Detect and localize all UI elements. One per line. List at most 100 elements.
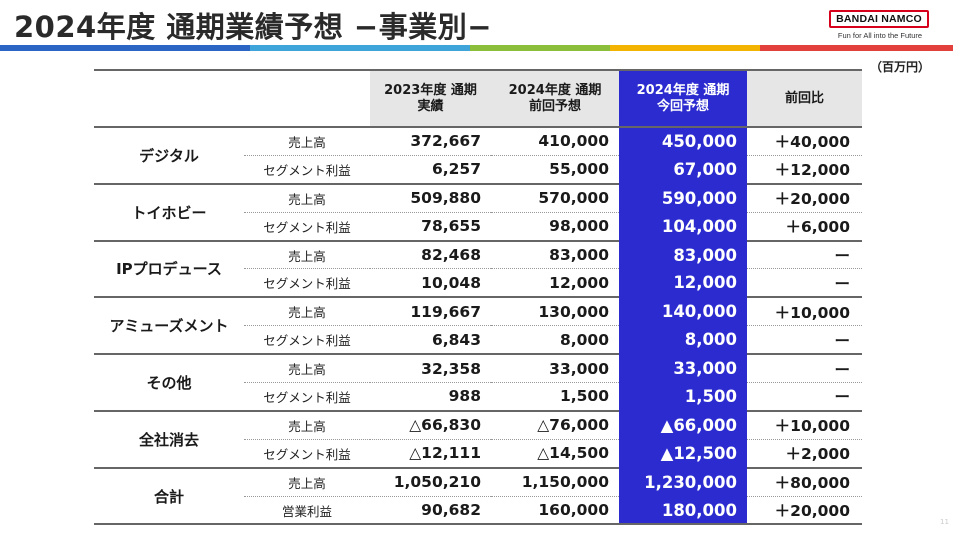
cell-prev-forecast: 8,000 [491,325,619,356]
table-row: セグメント利益 6,843 8,000 8,000 ー [94,325,862,356]
row-item-label: 営業利益 [244,496,370,526]
cell-prev-forecast: 55,000 [491,155,619,185]
cell-diff: ＋6,000 [747,212,862,242]
row-item-label: セグメント利益 [244,155,370,185]
table-header-row: 2023年度 通期 実績 2024年度 通期 前回予想 2024年度 通期 今回予想 … [94,70,862,127]
cell-diff: ＋80,000 [747,467,862,497]
cell-prev-year: 78,655 [370,212,491,242]
cell-diff: ＋20,000 [747,183,862,213]
table-row: 合計 売上高 1,050,210 1,150,000 1,230,000 ＋80,000 [94,467,862,526]
segment-name: アミューズメント [94,297,244,356]
company-tagline: Fun for All into the Future [837,31,923,40]
row-item-label: セグメント利益 [244,325,370,356]
table-row: その他 売上高 32,358 33,000 33,000 ー [94,354,862,412]
cell-prev-forecast: 410,000 [491,127,619,156]
cell-prev-forecast: 1,500 [491,382,619,412]
segment-name: デジタル [94,127,244,185]
company-logo: BANDAI NAMCO [829,10,929,28]
segment-name: 合計 [94,467,244,526]
table-row: アミューズメント 売上高 119,667 130,000 140,000 ＋10,000 [94,297,862,356]
cell-prev-year: 988 [370,382,491,412]
row-item-label: 売上高 [244,127,370,156]
row-item-label: セグメント利益 [244,382,370,412]
cell-curr-forecast: 83,000 [619,240,747,270]
segment-name: 全社消去 [94,410,244,469]
cell-prev-year: △12,111 [370,439,491,469]
cell-prev-forecast: 12,000 [491,268,619,299]
cell-diff: ー [747,354,862,384]
cell-diff: ＋20,000 [747,496,862,526]
row-item-label: セグメント利益 [244,439,370,469]
cell-diff: ＋2,000 [747,439,862,469]
table-row: セグメント利益 6,257 55,000 67,000 ＋12,000 [94,155,862,185]
header-blank-segment [94,70,244,127]
table-row: セグメント利益 △12,111 △14,500 ▲12,500 ＋2,000 [94,439,862,469]
cell-curr-forecast: 590,000 [619,183,747,213]
cell-diff: ＋10,000 [747,410,862,440]
cell-curr-forecast: 450,000 [619,127,747,156]
cell-prev-year: 372,667 [370,127,491,156]
table-row: トイホビー 売上高 509,880 570,000 590,000 ＋20,000 [94,183,862,242]
cell-curr-forecast: 140,000 [619,297,747,327]
cell-prev-year: 6,257 [370,155,491,185]
row-item-label: セグメント利益 [244,212,370,242]
unit-note: （百万円） [870,60,931,74]
cell-prev-forecast: 33,000 [491,354,619,384]
cell-curr-forecast: 180,000 [619,496,747,526]
cell-prev-forecast: 160,000 [491,496,619,526]
cell-curr-forecast: ▲12,500 [619,439,747,469]
header-stripe-green [470,45,610,51]
cell-diff: ー [747,382,862,412]
cell-diff: ＋40,000 [747,127,862,156]
header-curr-forecast: 2024年度 通期 今回予想 [619,70,747,127]
cell-prev-forecast: 1,150,000 [491,467,619,497]
header-diff: 前回比 [747,70,862,127]
table-row: セグメント利益 988 1,500 1,500 ー [94,382,862,412]
header-stripe-red [760,45,953,51]
table-row: セグメント利益 78,655 98,000 104,000 ＋6,000 [94,212,862,242]
row-item-label: 売上高 [244,297,370,327]
cell-prev-year: 1,050,210 [370,467,491,497]
header-blank-item [244,70,370,127]
header-prev-forecast: 2024年度 通期 前回予想 [491,70,619,127]
header-stripe-yellow [610,45,760,51]
row-item-label: 売上高 [244,467,370,497]
cell-prev-year: 32,358 [370,354,491,384]
cell-prev-forecast: △14,500 [491,439,619,469]
row-item-label: 売上高 [244,354,370,384]
cell-prev-year: △66,830 [370,410,491,440]
header-prev-year: 2023年度 通期 実績 [370,70,491,127]
segment-name: トイホビー [94,183,244,242]
cell-diff: ー [747,268,862,299]
cell-prev-forecast: 98,000 [491,212,619,242]
cell-curr-forecast: ▲66,000 [619,410,747,440]
cell-prev-year: 90,682 [370,496,491,526]
cell-diff: ＋12,000 [747,155,862,185]
header-stripe-blue [0,45,250,51]
row-item-label: セグメント利益 [244,268,370,299]
row-item-label: 売上高 [244,240,370,270]
cell-curr-forecast: 33,000 [619,354,747,384]
cell-prev-forecast: 130,000 [491,297,619,327]
cell-diff: ー [747,325,862,356]
table-row: デジタル 売上高 372,667 410,000 450,000 ＋40,000 [94,127,862,185]
cell-curr-forecast: 1,500 [619,382,747,412]
page-number: 11 [940,518,949,526]
cell-curr-forecast: 67,000 [619,155,747,185]
cell-curr-forecast: 104,000 [619,212,747,242]
page-title: 2024年度 通期業績予想 −事業別− [14,10,493,44]
cell-curr-forecast: 12,000 [619,268,747,299]
cell-prev-forecast: △76,000 [491,410,619,440]
segment-name: IPプロデュース [94,240,244,299]
forecast-table: 2023年度 通期 実績 2024年度 通期 前回予想 2024年度 通期 今回予想 … [94,69,862,526]
table-row: セグメント利益 10,048 12,000 12,000 ー [94,268,862,299]
cell-prev-year: 82,468 [370,240,491,270]
cell-prev-forecast: 83,000 [491,240,619,270]
table-row: 全社消去 売上高 △66,830 △76,000 ▲66,000 ＋10,000 [94,410,862,469]
segment-name: その他 [94,354,244,412]
cell-diff: ー [747,240,862,270]
cell-prev-year: 119,667 [370,297,491,327]
row-item-label: 売上高 [244,183,370,213]
cell-diff: ＋10,000 [747,297,862,327]
cell-prev-year: 6,843 [370,325,491,356]
